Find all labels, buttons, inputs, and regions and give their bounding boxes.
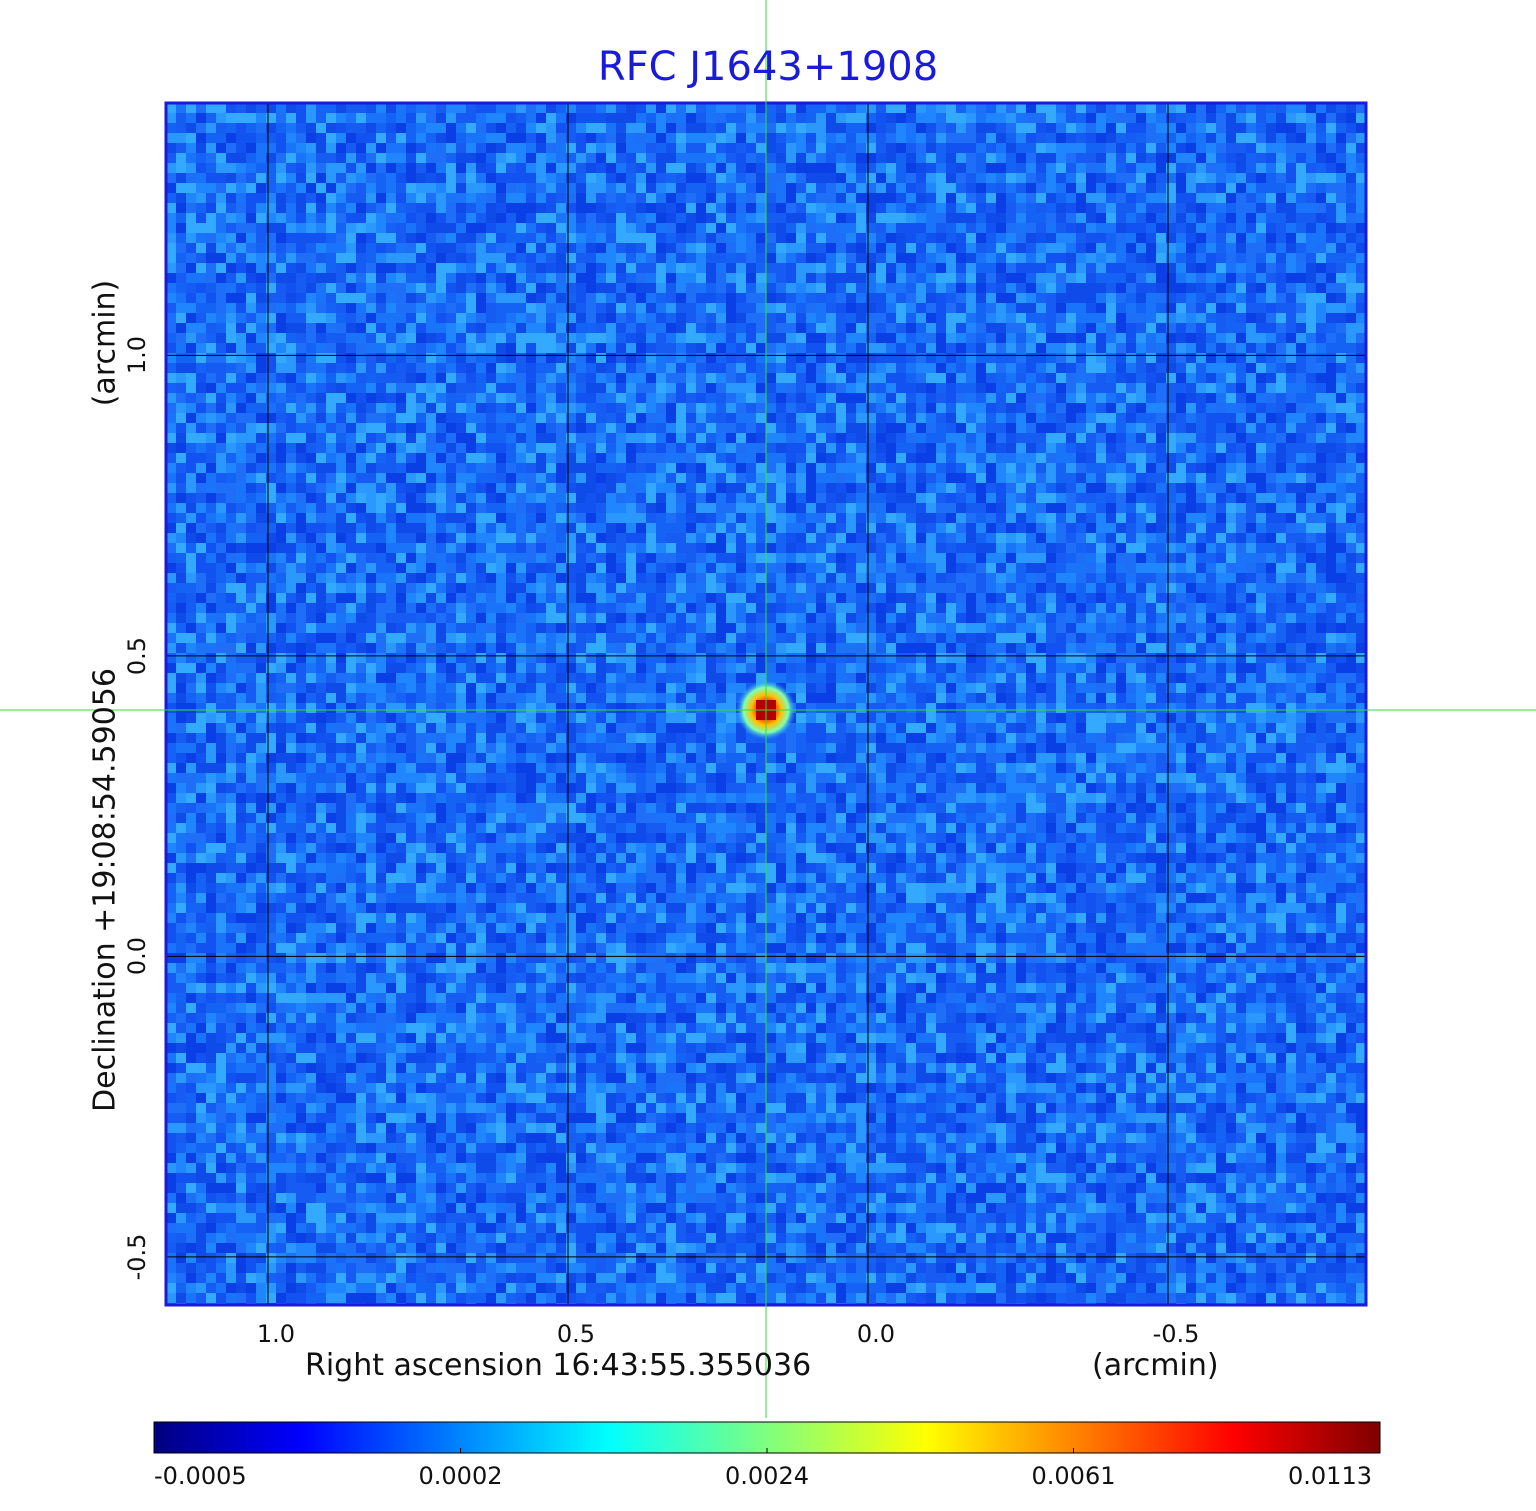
- x-tick-label: 1.0: [256, 1320, 296, 1348]
- image-pixels: [166, 103, 1366, 1305]
- x-tick-label: -0.5: [1152, 1320, 1200, 1348]
- crosshair: [0, 0, 1536, 1418]
- colorbar-tick-marks: [460, 1448, 1074, 1453]
- x-tick-label: 0.5: [556, 1320, 596, 1348]
- colorbar-tick-label: -0.0005: [154, 1462, 247, 1490]
- colorbar-tick-label: 0.0024: [725, 1462, 809, 1490]
- y-tick-label: 0.0: [123, 937, 151, 976]
- chart-title: RFC J1643+1908: [597, 44, 939, 90]
- y-tick-label: -0.5: [123, 1233, 151, 1281]
- x-axis-unit: (arcmin): [1092, 1348, 1219, 1383]
- y-axis-label: Declination +19:08:54.59056: [87, 668, 123, 1112]
- y-tick-label: 1.0: [123, 336, 151, 375]
- colorbar-tick-label: 0.0113: [1288, 1462, 1372, 1490]
- y-axis-unit: (arcmin): [87, 279, 123, 407]
- x-tick-label: 0.0: [856, 1320, 896, 1348]
- y-tick-label: 0.5: [123, 636, 151, 675]
- x-axis-label: Right ascension 16:43:55.355036: [305, 1348, 812, 1383]
- colorbar-tick-label: 0.0002: [418, 1462, 503, 1490]
- colorbar-tick-label: 0.0061: [1031, 1462, 1116, 1490]
